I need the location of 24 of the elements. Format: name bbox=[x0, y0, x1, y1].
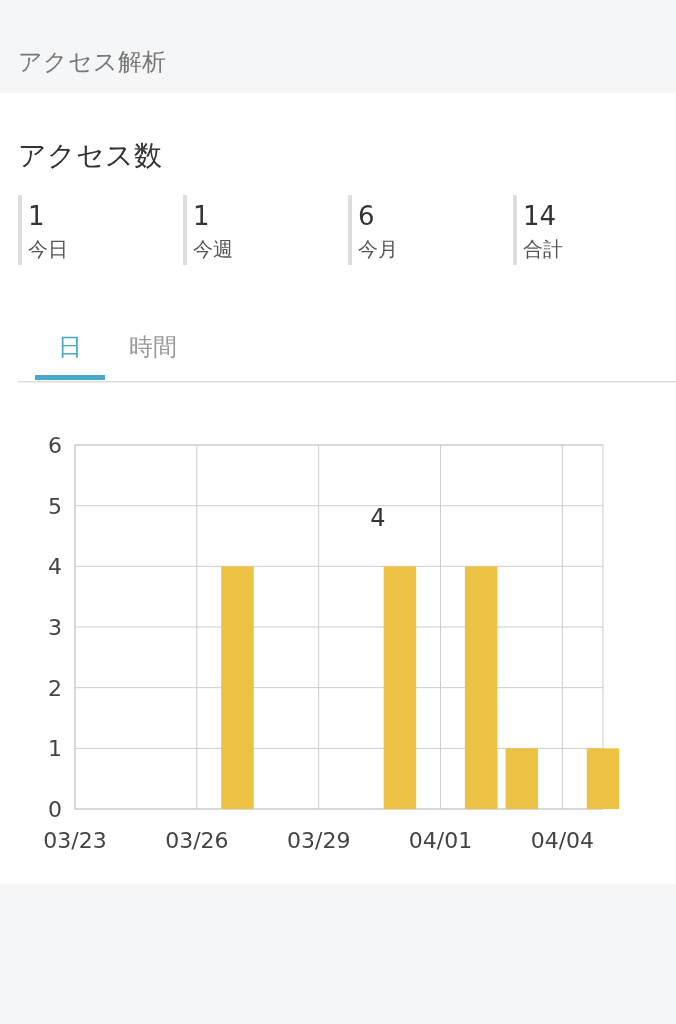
y-tick-label: 4 bbox=[48, 554, 62, 580]
x-tick-label: 03/26 bbox=[165, 828, 229, 853]
y-tick-label: 3 bbox=[48, 615, 62, 640]
y-tick-label: 1 bbox=[48, 736, 62, 762]
text: 14 bbox=[523, 201, 557, 231]
annotation: 4 bbox=[370, 504, 386, 532]
text: 今週 bbox=[193, 237, 233, 261]
x-tick-label: 04/01 bbox=[408, 828, 473, 853]
y-tick-label: 0 bbox=[48, 797, 62, 822]
text: 今日 bbox=[28, 237, 68, 261]
text: 合計 bbox=[523, 237, 563, 261]
text: 6 bbox=[358, 201, 375, 231]
x-tick-label: 04/04 bbox=[530, 828, 595, 853]
text: 日 bbox=[58, 333, 82, 361]
chart-title: アクセス数 bbox=[18, 139, 162, 172]
text: 今月 bbox=[358, 237, 398, 261]
y-tick-label: 6 bbox=[48, 433, 62, 458]
y-tick-label: 5 bbox=[48, 493, 62, 519]
x-tick-label: 03/29 bbox=[286, 828, 351, 853]
chart-subtitle: アクセス解析 bbox=[18, 48, 166, 76]
text: 時間 bbox=[129, 333, 177, 361]
text: 1 bbox=[193, 201, 210, 231]
y-tick-label: 2 bbox=[48, 675, 62, 701]
x-tick-label: 03/23 bbox=[43, 828, 107, 853]
